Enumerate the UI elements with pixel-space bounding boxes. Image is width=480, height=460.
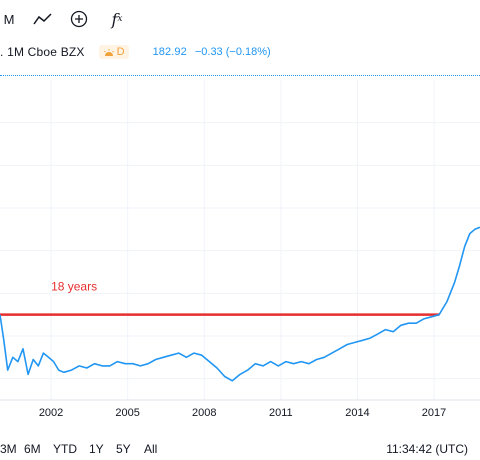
utc-clock[interactable]: 11:34:42 (UTC) bbox=[386, 442, 468, 456]
indicators-icon-sub: x bbox=[117, 14, 123, 24]
x-tick-label: 2008 bbox=[192, 407, 216, 419]
symbol-info[interactable]: . 1M Cboe BZX bbox=[0, 45, 85, 59]
session-badge-label: D bbox=[116, 46, 125, 58]
last-price-line bbox=[0, 75, 480, 76]
range-ytd-button[interactable]: YTD bbox=[53, 442, 77, 456]
x-tick-label: 2017 bbox=[422, 407, 446, 419]
add-compare-icon[interactable] bbox=[68, 8, 90, 30]
x-tick-label: 2014 bbox=[345, 407, 369, 419]
sun-icon bbox=[103, 48, 114, 56]
market-session-badge: D bbox=[98, 45, 129, 59]
price-line bbox=[0, 226, 480, 382]
chart-grid bbox=[0, 80, 480, 400]
x-tick-label: 2011 bbox=[269, 407, 293, 419]
annotation-label: 18 years bbox=[51, 280, 97, 294]
range-5y-button[interactable]: 5Y bbox=[116, 442, 131, 456]
x-tick-label: 2005 bbox=[115, 407, 139, 419]
indicators-icon-f: f bbox=[111, 9, 118, 29]
x-axis: 2002 2005 2008 2011 2014 2017 bbox=[0, 399, 480, 419]
interval-selector[interactable]: M bbox=[3, 11, 15, 27]
range-all-button[interactable]: All bbox=[144, 442, 158, 456]
trend-annotation: 18 years bbox=[0, 280, 440, 316]
series-legend: . 1M Cboe BZX D 182.92 −0.33 (−0.18%) bbox=[0, 40, 480, 64]
price-change: −0.33 (−0.18%) bbox=[194, 46, 271, 58]
chart-pane[interactable]: 18 years 2002 2005 2008 2011 2014 2017 bbox=[0, 0, 480, 432]
line-chart-icon[interactable] bbox=[32, 8, 54, 30]
x-tick-label: 2002 bbox=[39, 407, 63, 419]
range-3m-button[interactable]: 3M bbox=[0, 442, 17, 456]
range-6m-button[interactable]: 6M bbox=[24, 442, 41, 456]
last-price: 182.92 bbox=[152, 46, 187, 58]
price-series bbox=[0, 226, 480, 382]
bottom-bar: 3M 6M YTD 1Y 5Y All 11:34:42 (UTC) bbox=[0, 432, 480, 460]
range-1y-button[interactable]: 1Y bbox=[89, 442, 104, 456]
